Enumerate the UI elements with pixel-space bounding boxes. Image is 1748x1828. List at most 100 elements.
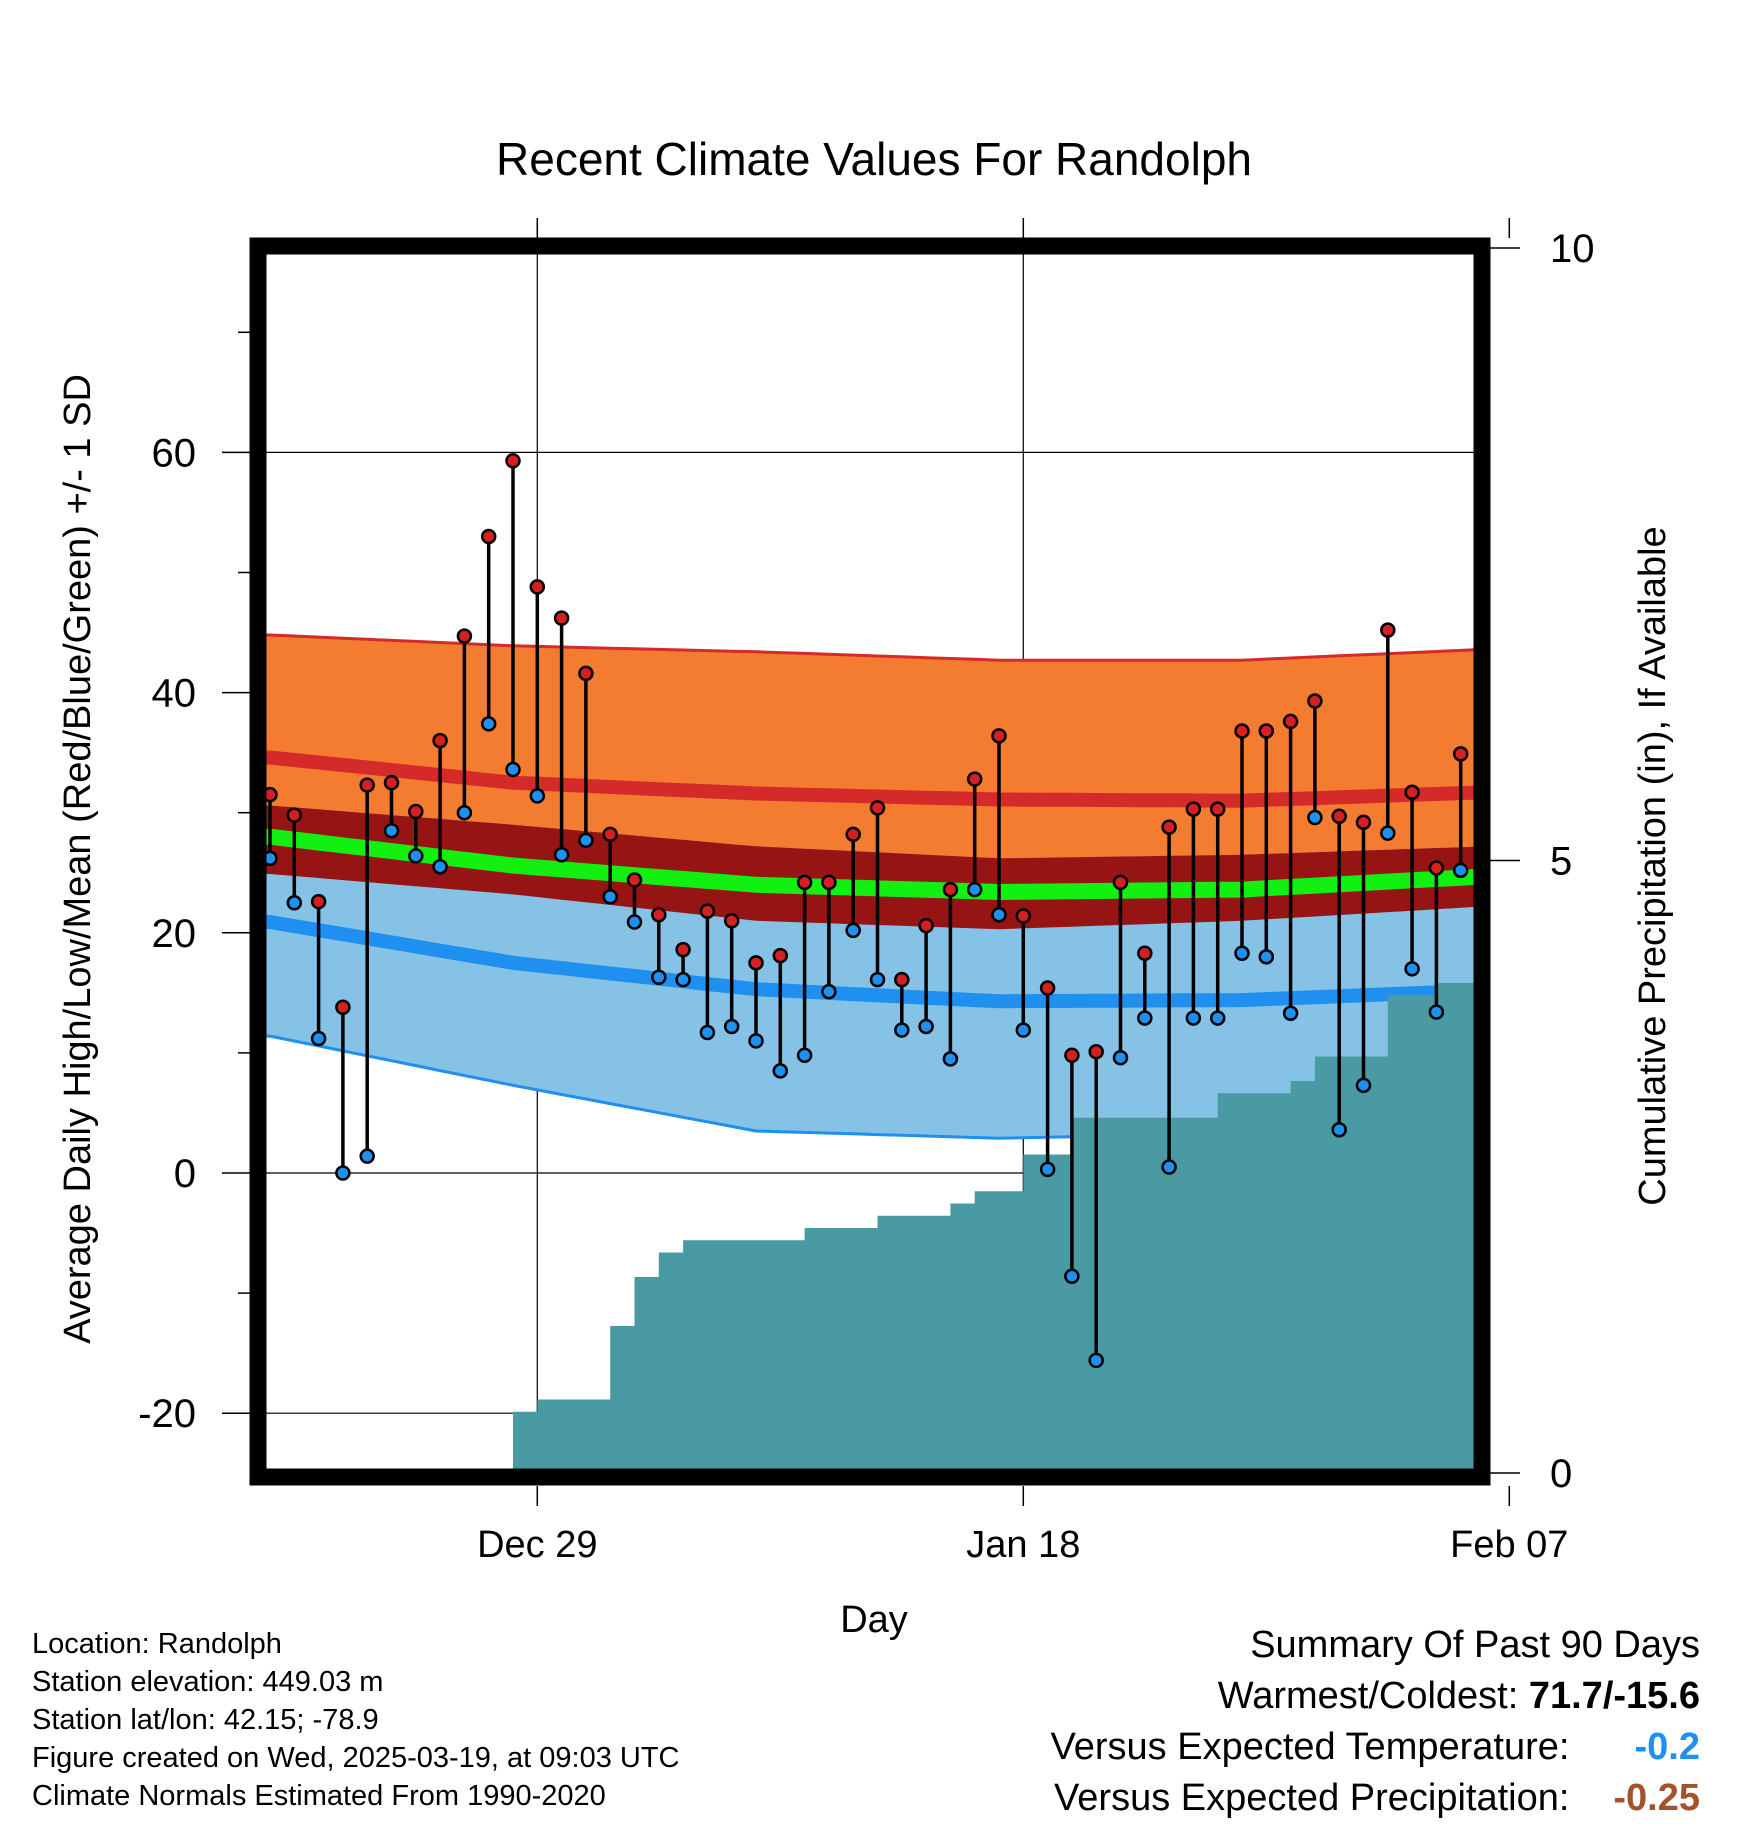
precip-value: -0.25 (1613, 1777, 1700, 1819)
overlap-band (262, 805, 1478, 930)
high-temp-point (1064, 1047, 1080, 1064)
high-temp-point (966, 771, 983, 787)
high-temp-point (1380, 622, 1396, 638)
created-text: Figure created on Wed, 2025-03-19, at 09… (32, 1742, 680, 1774)
low-temp-point (359, 1148, 375, 1164)
low-temp-point (1503, 1099, 1516, 1112)
low-temp-point (821, 983, 837, 1000)
high-temp-point (335, 999, 351, 1016)
warm-cold-value: 71.7/-15.6 (1528, 1675, 1700, 1717)
low-temp-point (845, 922, 861, 939)
high-temp-point (1307, 693, 1323, 709)
low-temp-point (1015, 1022, 1032, 1038)
low-temp-point (1185, 1010, 1202, 1026)
low-temp-point (1137, 1010, 1153, 1026)
high-temp-point (894, 971, 910, 988)
station-info: Location: Randolph Station elevation: 44… (32, 1625, 680, 1815)
high-temp-point (1209, 801, 1226, 817)
low-temp-point (383, 822, 400, 839)
high-temp-point (1404, 784, 1420, 801)
x-axis-label: Day (840, 1599, 908, 1641)
low-temp-point (1452, 862, 1469, 879)
location-text: Location: Randolph (32, 1628, 282, 1660)
high-temp-point (578, 665, 594, 682)
low-temp-point (1722, 1067, 1735, 1080)
high-temp-point (1015, 908, 1032, 924)
x-tick-label: Feb 07 (1450, 1524, 1568, 1566)
precip-area (270, 983, 1478, 1473)
y-axis-label: Average Daily High/Low/Mean (Red/Blue/Gr… (57, 374, 99, 1344)
low-temp-point (1404, 961, 1420, 977)
y2-tick-label: 5 (1550, 840, 1572, 884)
high-temp-point (1234, 723, 1250, 739)
low-temp-point (1064, 1268, 1080, 1285)
high-temp-point (1137, 945, 1153, 961)
low-temp-point (286, 895, 303, 911)
low-temp-point (651, 969, 667, 985)
high-temp-point (553, 610, 570, 626)
high-temp-point (1355, 814, 1372, 831)
precip-label: Versus Expected Precipitation: (1054, 1777, 1570, 1819)
low-temp-point (748, 1033, 764, 1049)
low-temp-point (1088, 1352, 1104, 1369)
low-temp-point (699, 1024, 716, 1041)
low-temp-point (456, 804, 473, 821)
y-tick-label: 0 (174, 1152, 196, 1196)
high-sd-upper-line (262, 633, 1478, 662)
low-temp-point (1355, 1077, 1372, 1094)
high-temp-point (1185, 801, 1202, 817)
high-temp-point (748, 955, 764, 971)
temp-label: Versus Expected Temperature: (1050, 1726, 1570, 1768)
y-tick-label: -20 (138, 1392, 196, 1436)
low-temp-point (918, 1018, 934, 1035)
low-temp-point (869, 971, 886, 988)
high-temp-point (1503, 847, 1516, 860)
low-temp-point (1380, 825, 1396, 841)
low-temp-point (1673, 934, 1686, 947)
low-temp-point (1527, 911, 1540, 924)
low-temp-point (675, 971, 691, 988)
low-temp-point (1282, 1005, 1299, 1022)
high-temp-point (869, 800, 886, 816)
low-temp-point (505, 761, 521, 778)
high-temp-point (796, 874, 813, 891)
low-temp-point (1697, 961, 1710, 974)
y2-tick-label: 0 (1550, 1452, 1572, 1496)
x-tick-label: Jan 18 (966, 1524, 1080, 1566)
low-temp-point (335, 1165, 351, 1181)
chart-title: Recent Climate Values For Randolph (496, 133, 1252, 185)
high-temp-point (408, 803, 424, 820)
high-temp-point (529, 579, 546, 595)
low-temp-point (529, 788, 546, 804)
low-temp-point (480, 716, 497, 732)
low-temp-point (1209, 1010, 1226, 1026)
high-mean-line (262, 750, 1478, 808)
high-temp-point (675, 941, 691, 958)
x-tick-label: Dec 29 (477, 1524, 597, 1566)
high-temp-point (1161, 819, 1177, 835)
elevation-text: Station elevation: 449.03 m (32, 1666, 384, 1698)
y-tick-label: 60 (152, 431, 197, 475)
high-temp-point (432, 732, 448, 749)
low-temp-point (772, 1063, 789, 1079)
high-temp-point (1697, 745, 1710, 758)
high-temp-point (772, 947, 789, 964)
warm-cold-label: Warmest/Coldest: (1217, 1675, 1519, 1717)
normals-text: Climate Normals Estimated From 1990-2020 (32, 1780, 606, 1812)
high-temp-point (1112, 874, 1129, 891)
low-temp-point (1039, 1161, 1056, 1178)
warm-cold-row: Warmest/Coldest: 71.7/-15.6 (1051, 1671, 1700, 1722)
high-temp-point (918, 917, 934, 934)
low-temp-point (1600, 1073, 1613, 1086)
high-temp-point (1722, 961, 1735, 974)
low-temp-point (1331, 1122, 1347, 1138)
high-temp-point (651, 907, 667, 923)
high-temp-point (1576, 829, 1589, 842)
high-temp-point (505, 453, 521, 469)
low-temp-point (966, 881, 983, 898)
precip-row: Versus Expected Precipitation: -0.25 (1051, 1773, 1700, 1824)
low-temp-point (1428, 1004, 1445, 1020)
